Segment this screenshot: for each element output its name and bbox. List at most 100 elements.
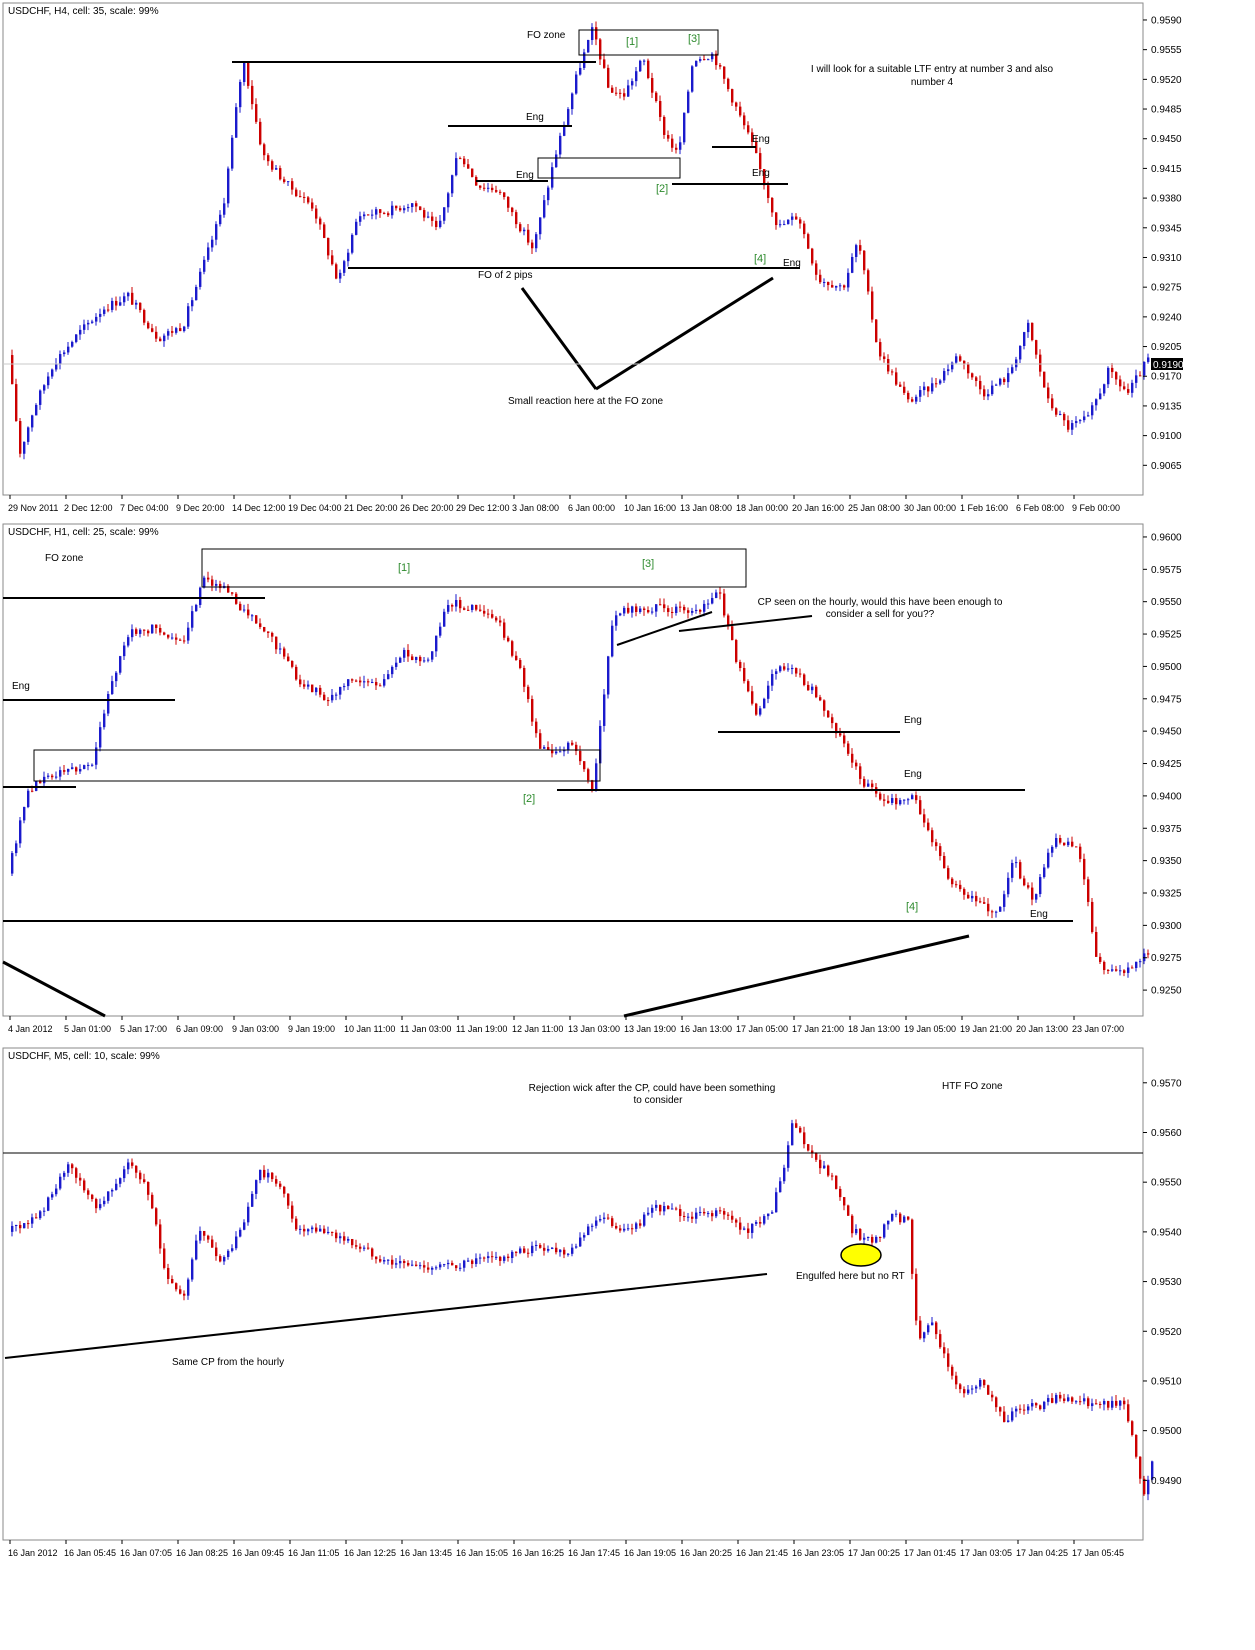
candle-body [179,328,182,332]
candle-body [783,1167,786,1182]
y-tick-label: 0.9550 [1151,1178,1182,1189]
annotation-ltf-entry: I will look for a suitable LTF entry at … [811,64,1054,88]
candle-body [475,1258,478,1264]
candle-body [47,376,50,386]
chart-title: USDCHF, M5, cell: 10, scale: 99% [8,1051,160,1062]
candle-body [687,610,690,613]
candle-body [15,384,18,422]
candle-body [75,767,78,772]
candle-body [319,1228,322,1232]
candle-body [111,1189,114,1192]
candle-body [655,604,658,612]
candle-body [375,209,378,215]
candle-body [655,92,658,102]
candle-body [763,1216,766,1224]
chart-h1[interactable]: USDCHF, H1, cell: 25, scale: 99% 0.96000… [0,521,1255,1041]
candle-body [215,583,218,586]
candle-body [167,1267,170,1279]
chart-panel-h1[interactable]: USDCHF, H1, cell: 25, scale: 99% 0.9600 0… [0,521,1255,1041]
candle-body [1031,322,1034,341]
candle-body [859,245,862,251]
candle-body [395,205,398,209]
candle-body [283,1186,286,1194]
candle-body [339,687,342,695]
candle-body [931,383,934,392]
candle-body [1139,961,1142,963]
candle-body [967,363,970,374]
label-eng: Eng [12,681,30,692]
candle-body [79,329,82,335]
candle-body [895,372,898,385]
candle-body [275,1179,278,1184]
candle-body [327,237,330,256]
candle-body [519,224,522,232]
candle-body [839,285,842,287]
candle-body [1103,961,1106,971]
candle-body [239,82,242,108]
candle-body [155,331,158,339]
candle-body [787,1145,790,1168]
label-eng: Eng [904,769,922,780]
chart-panel-m5[interactable]: USDCHF, M5, cell: 10, scale: 99% 0.9570 0… [0,1045,1255,1650]
y-tick-label: 0.9510 [1151,1376,1182,1387]
candle-body [215,1247,218,1257]
candle-body [799,1127,802,1133]
candle-body [887,359,890,372]
candle-body [459,600,462,609]
candle-body [555,751,558,754]
candle-body [739,1222,742,1230]
candle-body [631,81,634,86]
candle-body [395,662,398,667]
candle-body [931,1322,934,1326]
candle-body [987,903,990,912]
candle-body [19,421,22,454]
candle-body [527,686,530,700]
x-tick-label: 16 Jan 07:05 [120,1548,172,1558]
candle-body [603,694,606,726]
candle-body [675,606,678,613]
candle-body [799,673,802,675]
candle-body [731,89,734,103]
candle-body [199,587,202,605]
candle-body [971,373,974,378]
candle-body [819,1159,822,1169]
candle-body [251,85,254,105]
candle-body [479,609,482,611]
candle-body [339,1236,342,1239]
chart-panel-h4[interactable]: USDCHF, H4, cell: 35, scale: 99% 0.9590 0… [0,0,1255,515]
candle-body [967,1389,970,1394]
candle-body [103,1200,106,1205]
candle-body [1043,371,1046,388]
candle-body [951,362,954,370]
candle-body [515,655,518,661]
y-tick-label: 0.9100 [1151,431,1182,442]
candle-body [875,319,878,343]
candle-body [151,1194,154,1209]
x-tick-label: 16 Jan 05:45 [64,1548,116,1558]
candle-body [807,234,810,249]
candle-body [1039,1405,1042,1410]
candle-body [755,142,758,154]
candle-body [583,761,586,770]
x-tick-label: 16 Jan 19:05 [624,1548,676,1558]
candle-body [1015,359,1018,368]
candle-body [487,613,490,615]
chart-h4[interactable]: USDCHF, H4, cell: 35, scale: 99% 0.95900… [0,0,1255,515]
candle-body [1127,967,1130,973]
candle-body [711,53,714,60]
engulf-highlight [840,1243,882,1267]
candle-body [723,593,726,616]
candle-body [1079,420,1082,422]
candle-body [483,1257,486,1259]
candles [11,1119,1154,1501]
chart-m5[interactable]: USDCHF, M5, cell: 10, scale: 99% 0.95700… [0,1045,1255,1650]
candle-body [159,338,162,342]
candle-body [939,846,942,856]
label-eng: Eng [752,168,770,179]
candle-body [1019,862,1022,879]
candle-body [23,441,26,454]
candle-body [535,234,538,249]
annotation-same-cp: Same CP from the hourly [172,1357,284,1368]
candle-body [415,656,418,660]
candle-body [395,1263,398,1265]
